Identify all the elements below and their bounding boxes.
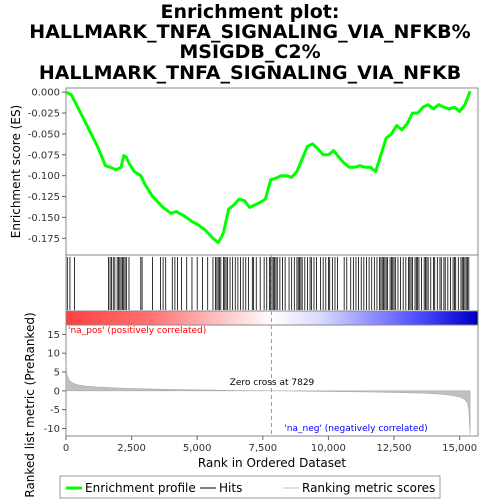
rank-color-bar	[65, 310, 479, 326]
y-tick-label: 10	[47, 349, 60, 360]
enrichment-panel: 0.000 -0.025 -0.050 -0.075 -0.100 -0.125 -0.15…	[9, 87, 479, 256]
legend-box	[59, 475, 441, 499]
y-axis-label: Enrichment score (ES)	[9, 105, 23, 238]
title-line: MSIGDB_C2%	[179, 41, 320, 63]
y-axis-label: Ranked list metric (PreRanked)	[23, 312, 37, 497]
y-tick-label: -0.150	[28, 213, 60, 224]
title-line: HALLMARK_TNFA_SIGNALING_VIA_NFKB	[39, 62, 461, 84]
x-tick-label: 15,000	[442, 443, 477, 454]
y-tick-label: -0.025	[28, 109, 60, 120]
x-tick-label: 12,500	[377, 443, 412, 454]
x-tick-label: 2,500	[117, 443, 146, 454]
pos-label: 'na_pos' (positively correlated)	[68, 326, 206, 336]
metric-plot-area	[65, 324, 479, 437]
y-tick-label: -0.125	[28, 192, 60, 203]
y-tick-label: -0.175	[28, 234, 60, 245]
x-axis: 0 2,500 5,000 7,500 10,000 12,500 15,000 Rank i…	[63, 436, 477, 470]
title-line: HALLMARK_TNFA_SIGNALING_VIA_NFKB%	[29, 21, 470, 43]
y-tick-label: 0.000	[31, 88, 60, 99]
enrichment-profile-line	[65, 90, 472, 244]
title-line: Enrichment plot:	[161, 1, 340, 23]
y-tick-label: -0.075	[28, 150, 60, 161]
y-tick-label: -0.050	[28, 129, 60, 140]
y-tick-label: 15	[47, 330, 60, 341]
hits-panel	[65, 254, 479, 326]
y-tick-label: 0	[54, 386, 60, 397]
chart-title: Enrichment plot:HALLMARK_TNFA_SIGNALING_…	[29, 1, 470, 84]
y-tick-label: -5	[50, 405, 60, 416]
legend: Enrichment profile Hits Ranking metric sco…	[59, 475, 441, 499]
zero-cross-label: Zero cross at 7829	[230, 378, 315, 388]
neg-label: 'na_neg' (negatively correlated)	[284, 424, 427, 434]
x-tick-label: 7,500	[248, 443, 277, 454]
x-tick-label: 0	[63, 443, 69, 454]
legend-label: Ranking metric scores	[302, 481, 435, 495]
ranking-metric-area	[65, 362, 471, 435]
x-axis-label: Rank in Ordered Dataset	[198, 456, 346, 470]
y-tick-label: -10	[44, 424, 60, 435]
x-tick-label: 5,000	[183, 443, 212, 454]
legend-label: Enrichment profile	[85, 481, 196, 495]
y-tick-label: -0.100	[28, 171, 60, 182]
metric-panel: 15 10 5 0 -5 -10 Ranked list metric (PreRanked…	[23, 255, 479, 498]
legend-label: Hits	[219, 481, 242, 495]
y-tick-label: 5	[54, 368, 60, 379]
x-tick-label: 10,000	[311, 443, 346, 454]
